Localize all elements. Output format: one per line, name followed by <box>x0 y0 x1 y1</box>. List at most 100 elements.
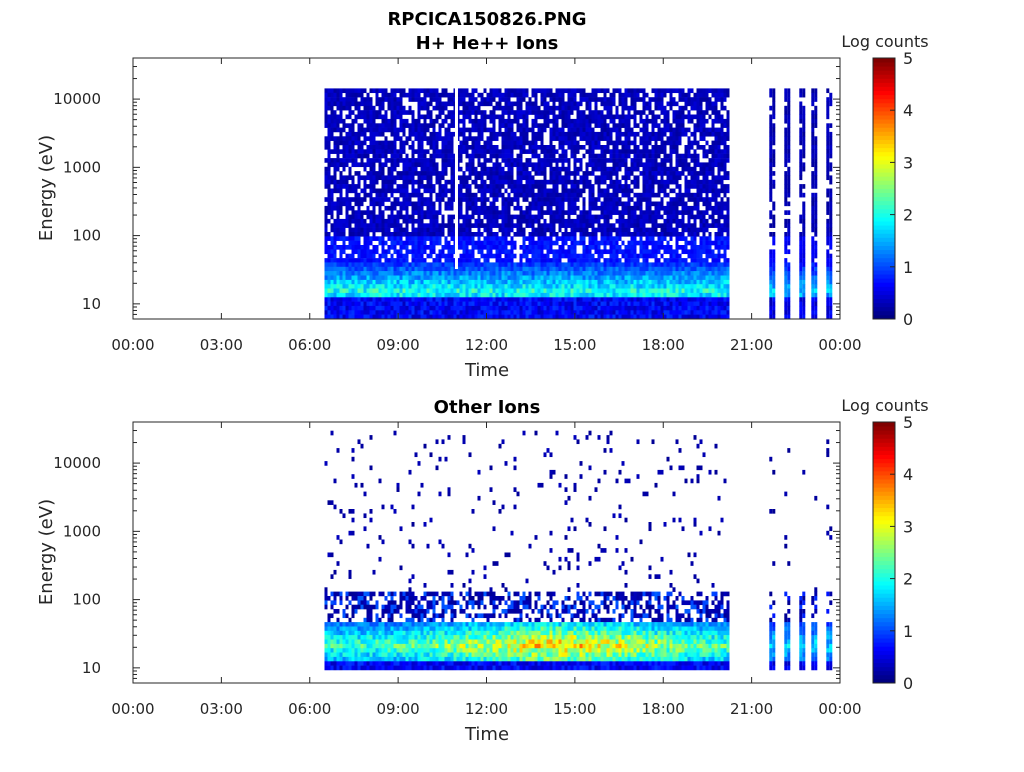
heat-cell <box>591 258 595 263</box>
heat-cell <box>501 149 505 154</box>
heat-cell <box>579 192 583 198</box>
heat-cell <box>576 197 580 202</box>
heat-cell <box>591 279 595 285</box>
heat-cell <box>627 258 631 263</box>
heat-cell <box>552 118 556 124</box>
heat-cell <box>588 92 592 98</box>
heat-cell <box>552 131 556 137</box>
heat-cell <box>537 297 541 302</box>
heat-cell <box>420 97 424 102</box>
heat-cell <box>597 271 601 276</box>
heat-cell <box>384 158 388 163</box>
heat-cell <box>582 236 586 241</box>
heat-cell <box>513 214 517 220</box>
heat-cell <box>471 314 475 320</box>
heat-cell <box>402 197 406 202</box>
heat-cell <box>417 171 421 176</box>
heat-cell <box>330 201 334 207</box>
heat-cell <box>333 88 337 94</box>
heat-cell <box>384 288 388 294</box>
heat-cell <box>636 110 640 115</box>
heat-cell <box>390 210 394 215</box>
heat-cell <box>327 197 331 202</box>
heat-cell <box>504 288 508 294</box>
heat-cell <box>543 240 547 246</box>
heat-cell <box>453 288 457 294</box>
heat-cell <box>327 192 331 198</box>
heat-cell <box>351 236 355 241</box>
heat-cell <box>564 123 568 128</box>
heat-cell <box>360 123 364 128</box>
heat-cell <box>456 205 460 211</box>
heat-cell <box>384 114 388 120</box>
heat-cell <box>495 240 499 246</box>
heat-cell <box>489 288 493 294</box>
heat-cell <box>570 131 574 137</box>
heat-cell <box>546 262 550 268</box>
heat-cell <box>432 227 436 233</box>
heat-cell <box>516 292 520 298</box>
heat-cell <box>549 218 553 224</box>
heat-cell <box>402 279 406 285</box>
heat-cell <box>408 214 412 220</box>
heat-cell <box>597 166 601 172</box>
heat-cell <box>420 158 424 163</box>
heat-cell <box>516 201 520 207</box>
heat-cell <box>390 305 394 311</box>
heat-cell <box>411 284 415 289</box>
heat-cell <box>597 218 601 224</box>
heat-cell <box>606 258 610 263</box>
heat-cell <box>381 210 385 215</box>
heatmap-layer <box>324 78 833 320</box>
heat-cell <box>471 205 475 211</box>
heat-cell <box>369 158 373 163</box>
heat-cell <box>612 192 616 198</box>
heat-cell <box>390 179 394 185</box>
heat-cell <box>531 249 535 255</box>
heat-cell <box>342 279 346 285</box>
heat-cell <box>555 171 559 176</box>
heat-cell <box>378 123 382 128</box>
heat-cell <box>591 236 595 241</box>
heat-cell <box>576 118 580 124</box>
heat-cell <box>462 227 466 233</box>
heat-cell <box>633 288 637 294</box>
heat-cell <box>597 110 601 115</box>
heat-cell <box>555 88 559 94</box>
heat-cell <box>618 140 622 146</box>
heat-cell <box>546 288 550 294</box>
heat-cell <box>489 192 493 198</box>
heat-cell <box>369 145 373 150</box>
heat-cell <box>621 118 625 124</box>
heat-cell <box>348 123 352 128</box>
heat-cell <box>426 284 430 289</box>
heat-cell <box>588 149 592 154</box>
heat-cell <box>507 205 511 211</box>
heat-cell <box>462 118 466 124</box>
heat-cell <box>456 245 460 250</box>
heat-cell <box>429 205 433 211</box>
heat-cell <box>498 305 502 311</box>
heat-cell <box>639 149 643 154</box>
heat-cell <box>609 114 613 120</box>
heat-cell <box>603 136 607 141</box>
heat-cell <box>468 201 472 207</box>
heat-cell <box>378 266 382 272</box>
heat-cell <box>561 240 565 246</box>
heat-cell <box>600 88 604 94</box>
heat-cell <box>573 201 577 207</box>
heat-cell <box>624 305 628 311</box>
heat-cell <box>429 223 433 228</box>
heat-cell <box>531 292 535 298</box>
heat-cell <box>441 118 445 124</box>
heat-cell <box>402 301 406 307</box>
heat-cell <box>417 158 421 163</box>
heat-cell <box>618 271 622 276</box>
heat-cell <box>648 301 652 307</box>
heat-cell <box>555 253 559 259</box>
heat-cell <box>351 131 355 137</box>
heat-cell <box>414 88 418 94</box>
heat-cell <box>471 201 475 207</box>
heat-cell <box>609 258 613 263</box>
heat-cell <box>492 131 496 137</box>
